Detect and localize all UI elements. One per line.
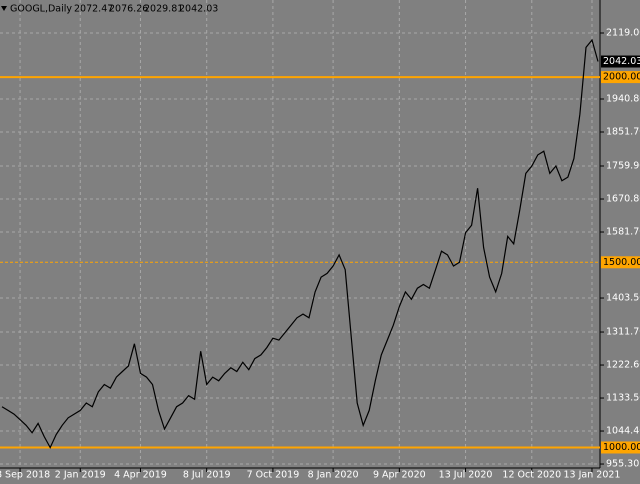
y-tick-label: 1670.80	[606, 194, 640, 205]
x-tick-label: 9 Apr 2020	[373, 470, 426, 481]
y-tick-label: 2119.00	[606, 28, 640, 39]
level-label: 2000.00	[603, 72, 640, 83]
y-tick-label: 1044.40	[606, 426, 640, 437]
level-label-box	[601, 256, 640, 269]
y-tick-label: 1581.70	[606, 227, 640, 238]
ohlc-value: 2076.26	[109, 4, 148, 15]
x-tick-label: 12 Oct 2020	[502, 470, 561, 481]
x-tick-label: 4 Apr 2019	[114, 470, 167, 481]
menu-icon[interactable]	[1, 6, 7, 11]
y-tick-label: 1940.80	[606, 94, 640, 105]
x-tick-label: 13 Jul 2020	[439, 470, 493, 481]
y-tick-label: 1222.60	[606, 360, 640, 371]
x-tick-label: 8 Jul 2019	[183, 470, 231, 481]
ohlc-value: 2042.03	[179, 4, 218, 15]
x-tick-label: 8 Jan 2020	[308, 470, 359, 481]
x-tick-label: 28 Sep 2018	[0, 470, 50, 481]
ohlc-value: 2029.81	[144, 4, 183, 15]
symbol: GOOGL,Daily	[10, 4, 72, 15]
level-label-box	[601, 71, 640, 84]
x-tick-label: 13 Jan 2021	[564, 470, 621, 481]
y-tick-label: 1759.90	[606, 161, 640, 172]
level-label: 1500.00	[603, 257, 640, 268]
plot	[0, 0, 600, 468]
level-label: 1000.00	[603, 442, 640, 453]
price-tag-box	[601, 55, 640, 68]
level-label-box	[601, 441, 640, 454]
x-tick-label: 7 Oct 2019	[247, 470, 300, 481]
ohlc-value: 2072.47	[74, 4, 113, 15]
x-tick-label: 2 Jan 2019	[55, 470, 106, 481]
y-tick-label: 1133.50	[606, 393, 640, 404]
y-tick-label: 1311.70	[606, 327, 640, 338]
y-tick-label: 955.30	[606, 459, 639, 470]
y-tick-label: 1851.70	[606, 127, 640, 138]
price-line	[1, 38, 599, 449]
price-tag: 2042.03	[603, 56, 640, 67]
y-tick-label: 1403.50	[606, 293, 640, 304]
